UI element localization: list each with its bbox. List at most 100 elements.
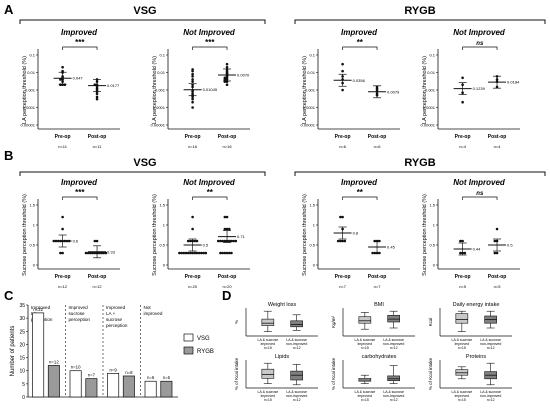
data-point	[341, 62, 344, 66]
data-point	[459, 251, 462, 255]
bar-label: n=8	[125, 370, 133, 375]
category-n: n=15	[264, 346, 272, 350]
y-axis-label: %	[234, 320, 239, 324]
bar-label: n=32	[33, 307, 43, 312]
mean-label: 0.0184	[507, 80, 520, 85]
significance-label: **	[357, 188, 364, 197]
y-tick-label: 0.001	[155, 88, 166, 93]
data-point	[191, 106, 194, 109]
y-tick-label: 0.5	[429, 243, 435, 248]
group-title-vsg-a: VSG	[133, 5, 156, 17]
scatter-panel-a1: Improved LA perception threshold (%)0.1 0.…	[21, 28, 121, 149]
x-tick-label: Pre-op	[455, 274, 471, 280]
y-tick-label: 0.0001	[23, 105, 36, 110]
mean-label: 0.0070	[237, 72, 250, 77]
y-tick-label: 1.5	[159, 203, 165, 208]
data-point	[61, 227, 64, 231]
data-point	[219, 251, 222, 255]
data-point	[184, 251, 188, 255]
y-tick-label: 10	[19, 369, 25, 375]
n-label: n=16	[188, 144, 198, 149]
data-point	[191, 69, 194, 73]
group-bracket-rygb-b	[294, 171, 546, 176]
data-point	[180, 251, 183, 255]
data-point	[104, 251, 108, 255]
data-point	[189, 239, 192, 243]
mean-label: 0.71	[237, 234, 246, 239]
data-point	[223, 215, 227, 219]
y-tick-label: 0.00001	[301, 123, 316, 128]
mean-label: 0.44	[473, 247, 482, 252]
n-label: n=4	[494, 144, 502, 149]
mean-label: 0.0079	[387, 89, 400, 94]
box	[387, 375, 400, 382]
y-tick-label: 1	[33, 223, 36, 228]
mean-label: 0.5	[203, 243, 209, 248]
category-label: LA & sucrose	[452, 338, 473, 342]
n-label: n=20	[188, 284, 198, 289]
y-axis-label: Sucrose perception threshold (%)	[22, 194, 28, 276]
data-point	[195, 251, 199, 255]
n-label: n=16	[223, 144, 233, 149]
y-tick-label: 0.01	[157, 70, 166, 75]
data-point	[93, 239, 97, 243]
significance-bracket	[192, 196, 228, 200]
data-point	[191, 80, 194, 83]
data-point	[102, 251, 105, 255]
x-tick-label: Post-op	[488, 274, 507, 280]
legend-swatch-rygb	[183, 346, 194, 355]
x-tick-label: Pre-op	[335, 274, 351, 280]
data-point	[463, 251, 467, 255]
y-axis-label: Sucrose perception threshold (%)	[422, 194, 428, 276]
significance-bracket	[342, 46, 378, 50]
data-point	[100, 251, 103, 255]
n-label: n=12	[93, 284, 103, 289]
data-point	[191, 72, 194, 76]
data-point	[221, 239, 224, 243]
data-point	[341, 215, 344, 219]
y-tick-label: 0.1	[29, 53, 35, 58]
y-tick-label: 0	[433, 263, 436, 268]
y-axis-label: Sucrose perception threshold (%)	[152, 194, 158, 276]
mean-label: 0.33	[107, 249, 116, 254]
y-axis-label: Number of patients	[10, 326, 16, 377]
data-point	[95, 239, 99, 243]
category-label: LA & sucrose	[383, 390, 404, 394]
data-point	[93, 251, 97, 255]
data-point	[336, 239, 340, 243]
group-title-rygb-b: RYGB	[404, 157, 435, 169]
panel-title: Improved	[61, 28, 98, 37]
y-axis-label: % of Kcal intake	[234, 357, 239, 390]
y-axis-label: Kg/m²	[331, 316, 336, 329]
scatter-panel-b4: Not Improved Sucrose perception threshold…	[422, 178, 520, 289]
category-n: n=15	[361, 346, 369, 350]
category-label: Not	[144, 305, 152, 310]
n-label: n=5	[494, 284, 502, 289]
category-n: n=15	[361, 398, 369, 402]
y-tick-label: 20	[19, 342, 25, 348]
category-label: LA & sucrose	[480, 338, 501, 342]
boxplot-carbohydrates: carbohydrates % of Kcal intake LA & sucros…	[331, 354, 415, 402]
y-tick-label: 5	[22, 382, 25, 388]
y-tick-label: 1.5	[29, 203, 35, 208]
panel-title: Improved	[341, 28, 378, 37]
data-point	[225, 251, 229, 255]
category-label: improved	[144, 311, 163, 316]
panel-label-a: A	[4, 2, 14, 17]
subplot-title: Daily energy intake	[453, 302, 500, 308]
data-point	[225, 215, 229, 219]
x-tick-label: Post-op	[88, 274, 107, 280]
x-tick-label: Post-op	[488, 134, 507, 140]
data-point	[178, 251, 181, 255]
y-tick-label: 0	[163, 263, 166, 268]
x-tick-label: Post-op	[368, 274, 387, 280]
subplot-title: Lipids	[275, 354, 290, 360]
scatter-panel-b1: Improved Sucrose perception threshold (%)…	[22, 178, 120, 289]
x-tick-label: Pre-op	[335, 134, 351, 140]
n-label: n=7	[374, 284, 382, 289]
significance-label: **	[357, 38, 364, 47]
data-point	[202, 251, 205, 255]
y-axis-label: Sucrose perception threshold (%)	[302, 194, 308, 276]
